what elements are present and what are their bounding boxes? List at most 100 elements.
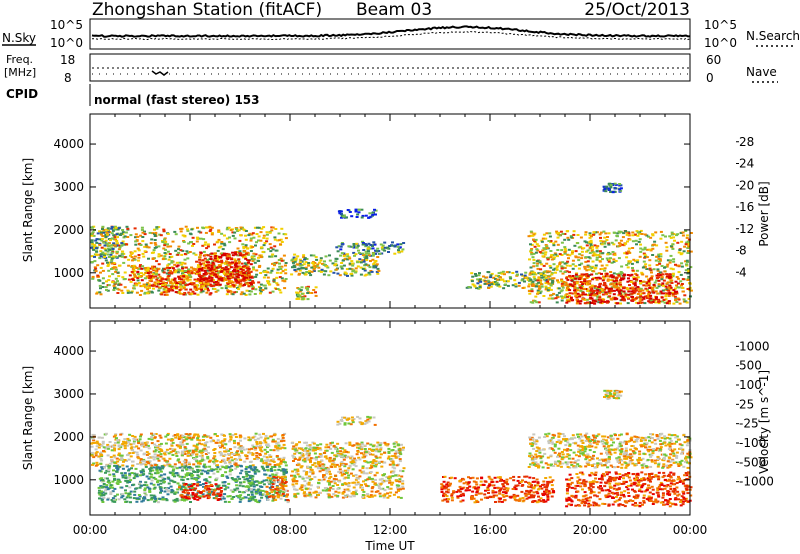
power-cell <box>208 275 212 278</box>
power-cell <box>618 281 622 284</box>
power-cell <box>101 277 105 280</box>
power-cell <box>217 271 221 274</box>
power-cell <box>607 242 611 245</box>
power-cell <box>615 285 619 288</box>
velocity-cell <box>167 452 171 455</box>
power-cell <box>272 280 276 283</box>
power-cell <box>260 227 264 230</box>
power-cell <box>261 289 265 291</box>
power-cell <box>348 267 352 270</box>
power-cell <box>573 285 577 288</box>
power-cell <box>609 184 613 187</box>
velocity-cell <box>181 443 185 446</box>
power-cell <box>299 289 303 292</box>
power-cell <box>616 287 620 290</box>
velocity-cell <box>250 478 254 481</box>
power-cell <box>474 273 477 275</box>
power-cell <box>612 258 616 261</box>
velocity-cell <box>120 486 124 489</box>
power-cell <box>607 243 611 246</box>
power-cell <box>682 250 686 253</box>
velocity-cell <box>158 434 162 437</box>
power-cell <box>273 236 277 239</box>
power-cell <box>665 249 669 252</box>
power-cell <box>545 246 549 249</box>
power-cell <box>151 273 155 276</box>
power-cell <box>338 212 342 215</box>
velocity-cell <box>100 436 104 439</box>
velocity-cell <box>236 453 240 456</box>
velocity-cell <box>159 448 163 451</box>
velocity-cell <box>254 499 258 501</box>
power-cell <box>220 277 224 280</box>
power-cell <box>378 252 382 255</box>
velocity-cell <box>238 496 242 498</box>
power-cell <box>367 252 371 255</box>
power-cell <box>121 250 125 253</box>
power-cell <box>199 251 203 254</box>
velocity-cell <box>107 497 110 500</box>
power-cell <box>561 261 565 264</box>
power-cell <box>152 268 156 271</box>
power-cell <box>657 253 661 256</box>
power-cell <box>535 285 538 288</box>
power-cell <box>342 252 346 255</box>
power-cell <box>192 252 196 255</box>
power-cell <box>186 279 190 282</box>
power-cell <box>566 278 570 281</box>
power-cell <box>684 300 688 303</box>
velocity-cell <box>225 448 229 451</box>
velocity-cell <box>213 433 217 435</box>
power-cell <box>568 289 572 292</box>
power-cell <box>213 281 216 284</box>
power-cell <box>159 254 163 257</box>
power-cell <box>639 302 642 304</box>
noise-tick-low-right: 10^0 <box>704 36 737 50</box>
power-cell <box>140 228 144 231</box>
velocity-cell <box>147 457 151 459</box>
power-cell <box>625 256 629 259</box>
power-cell <box>657 298 661 301</box>
velocity-cell <box>268 482 272 484</box>
power-cell <box>372 263 376 266</box>
power-cell <box>290 273 294 276</box>
power-cell <box>625 233 629 236</box>
power-cell <box>652 298 656 301</box>
power-cell <box>301 296 305 299</box>
power-cell <box>611 191 615 194</box>
power-cell <box>372 266 376 269</box>
power-cell <box>313 265 317 268</box>
power-cell <box>274 228 278 230</box>
power-cell <box>638 255 642 258</box>
velocity-cell <box>143 497 147 500</box>
velocity-cell <box>189 483 192 486</box>
power-cell <box>654 297 658 300</box>
power-cell <box>131 278 135 281</box>
velocity-cell <box>111 480 115 483</box>
power-cell <box>189 288 193 291</box>
power-cell <box>269 250 273 253</box>
velocity-cell <box>112 435 116 438</box>
velocity-cell <box>250 493 254 496</box>
power-cell <box>112 284 116 287</box>
power-cell <box>645 281 649 284</box>
power-cell <box>183 262 187 265</box>
power-ytick-label: 4000 <box>53 137 84 151</box>
power-cell <box>606 253 610 256</box>
velocity-cell <box>134 467 138 470</box>
power-cell <box>680 252 684 255</box>
power-cell <box>619 290 623 293</box>
power-cell <box>537 287 541 290</box>
power-cell <box>236 278 240 281</box>
power-cell <box>181 266 185 269</box>
power-cell <box>279 291 283 294</box>
power-cell <box>386 246 390 249</box>
power-cell <box>657 283 661 286</box>
power-cell <box>659 253 663 256</box>
power-cell <box>581 292 585 295</box>
power-cell <box>101 262 105 265</box>
power-cell <box>163 290 167 293</box>
velocity-cell <box>183 453 187 455</box>
power-cell <box>265 231 269 234</box>
power-cell <box>374 266 378 269</box>
